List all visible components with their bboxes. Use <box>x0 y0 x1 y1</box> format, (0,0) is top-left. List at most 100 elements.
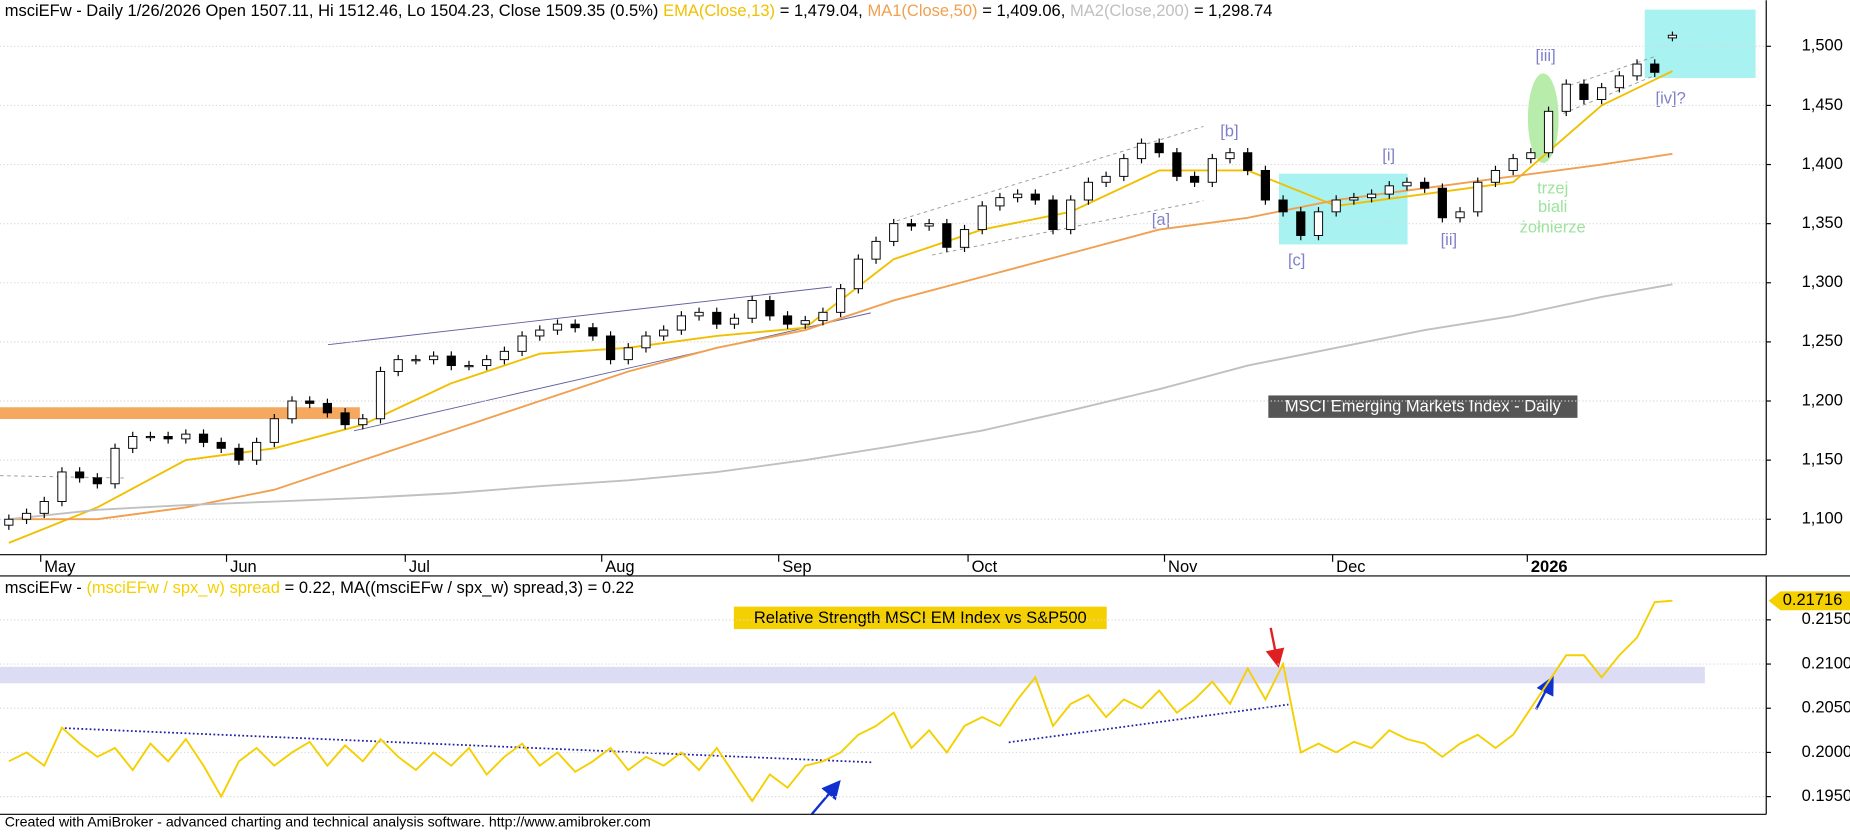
candle-body <box>765 300 775 317</box>
chart-header: msciEFw - (msciEFw / spx_w) spread = 0.22,… <box>5 579 634 597</box>
x-tick-label: Dec <box>1336 558 1365 576</box>
rs-trendlines <box>64 703 1289 764</box>
candle-body <box>1384 185 1394 195</box>
x-tick-label: Nov <box>1168 558 1198 576</box>
candle-body <box>75 471 85 479</box>
chart-header: msciEFw - Daily 1/26/2026 Open 1507.11, … <box>5 2 1273 20</box>
trendline <box>327 286 832 346</box>
highlight-band <box>0 407 360 420</box>
rs-trendline <box>64 727 874 764</box>
candle-body <box>1526 152 1536 160</box>
y-tick-label: 0.2150 <box>1802 610 1850 628</box>
candle-body <box>712 311 722 325</box>
arrow <box>810 780 841 816</box>
series-line <box>8 70 1673 544</box>
candle-body <box>1313 211 1324 236</box>
candle-body <box>924 223 934 227</box>
candle-body <box>21 512 32 520</box>
candle-body <box>446 355 456 367</box>
candle-body <box>1207 158 1217 183</box>
candle-body <box>428 355 439 361</box>
y-tick-label: 1,200 <box>1802 391 1843 409</box>
candle-body <box>1030 193 1040 201</box>
candle-body <box>1243 152 1253 171</box>
candle-body <box>800 320 810 325</box>
candle-body <box>1473 181 1483 213</box>
candle-body <box>995 197 1005 207</box>
candle-body <box>1189 175 1200 183</box>
candle-body <box>1013 193 1023 199</box>
y-tick-label: 1,500 <box>1802 37 1843 55</box>
candle-body <box>1366 193 1377 199</box>
candle-body <box>641 335 651 349</box>
footer: Created with AmiBroker - advanced charti… <box>5 813 651 829</box>
candle-body <box>1543 110 1554 154</box>
candle-body <box>234 447 244 461</box>
rs-trendline <box>1008 703 1289 744</box>
x-tick-label: May <box>44 558 76 576</box>
candle-body <box>729 317 740 325</box>
y-tick-label: 1,350 <box>1802 214 1843 232</box>
candle-body <box>871 240 881 260</box>
note: biali <box>1538 198 1567 216</box>
candle-body <box>1260 169 1270 201</box>
candle-body <box>1614 75 1624 89</box>
y-tick-label: 0.1950 <box>1802 787 1850 805</box>
header-title: msciEFw - Daily 1/26/2026 Open 1507.11, … <box>5 2 659 20</box>
wave-label: [iv]? <box>1656 90 1686 108</box>
candle-body <box>1278 199 1288 213</box>
candle-body <box>216 441 226 449</box>
candle-body <box>340 412 350 426</box>
candle-body <box>517 335 527 352</box>
candle-body <box>853 258 863 290</box>
candle-body <box>1172 152 1182 177</box>
candle-body <box>1667 34 1678 39</box>
candle-body <box>305 400 315 404</box>
candle-body <box>145 436 156 439</box>
candle-body <box>959 229 970 248</box>
candle-body <box>1349 197 1359 201</box>
candle-body <box>552 323 563 331</box>
candle-body <box>747 300 757 319</box>
series-line <box>8 599 1673 803</box>
candle-body <box>1597 87 1607 100</box>
candle-body <box>1632 63 1642 77</box>
candle-body <box>57 471 67 502</box>
candle-body <box>1083 181 1094 201</box>
candle-body <box>1437 187 1447 219</box>
trendline <box>353 312 871 432</box>
legend-value: = 0.22, MA((msciEFw / spx_w) spread,3) =… <box>285 579 634 597</box>
candle-body <box>906 223 917 227</box>
candle-body <box>411 359 421 362</box>
wave-label: [c] <box>1288 251 1305 269</box>
candle-body <box>1066 199 1076 231</box>
candle-body <box>322 402 333 414</box>
candle-body <box>92 477 102 485</box>
candle-body <box>375 370 386 420</box>
candle-body <box>181 433 191 440</box>
candle-body <box>198 433 209 443</box>
candle-body <box>588 327 598 337</box>
wave-label: [ii] <box>1441 231 1458 249</box>
chart-subtitle: Relative Strength MSCI EM Index vs S&P50… <box>754 609 1087 627</box>
wave-label: [b] <box>1220 123 1238 141</box>
candle-body <box>676 315 686 331</box>
candle-body <box>570 323 580 329</box>
candle-body <box>39 501 49 514</box>
candle-body <box>358 418 368 426</box>
candle-body <box>163 436 173 440</box>
y-tick-label: 1,400 <box>1802 155 1843 173</box>
candle-body <box>287 400 297 420</box>
candle-body <box>1650 63 1660 73</box>
candle-body <box>836 288 846 313</box>
trendlines <box>327 286 871 432</box>
candle-body <box>782 315 793 325</box>
candle-body <box>1420 181 1430 189</box>
candle-body <box>1154 142 1164 154</box>
candle-body <box>4 518 14 526</box>
candle-body <box>1508 158 1518 171</box>
wave-label: [iii] <box>1536 47 1556 65</box>
x-tick-label: Aug <box>605 558 634 576</box>
x-tick-label: Sep <box>782 558 811 576</box>
